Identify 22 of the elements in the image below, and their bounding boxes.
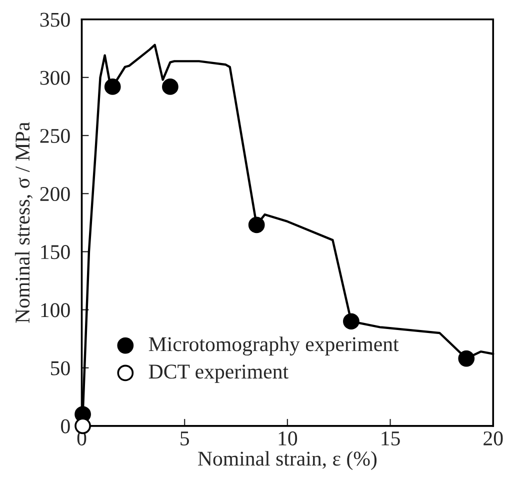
y-tick-label: 150 [41,245,70,260]
point [343,313,360,330]
y-tick-label: 100 [41,303,70,318]
x-axis-title: Nominal strain, ε (%) [198,451,377,470]
point [162,78,178,95]
x-tick-label: 5 [180,432,189,446]
point [74,418,91,434]
point [248,216,265,234]
y-tick-label: 0 [61,419,70,434]
legend-label: DCT experiment [148,364,288,383]
x-tick-label: 10 [278,431,298,446]
point [458,350,475,367]
point [104,78,121,95]
y-tick-label: 350 [40,12,70,27]
x-tick-label: 15 [382,431,400,446]
legend-label: Microtomography experiment [148,336,399,356]
y-tick-label: 200 [40,186,70,202]
y-axis-title: Nominal stress, σ / MPa [14,122,33,323]
y-tick-label: 250 [40,128,70,143]
y-tick-label: 50 [51,361,70,376]
y-tick-label: 300 [40,70,70,85]
x-tick-label: 20 [484,431,503,446]
